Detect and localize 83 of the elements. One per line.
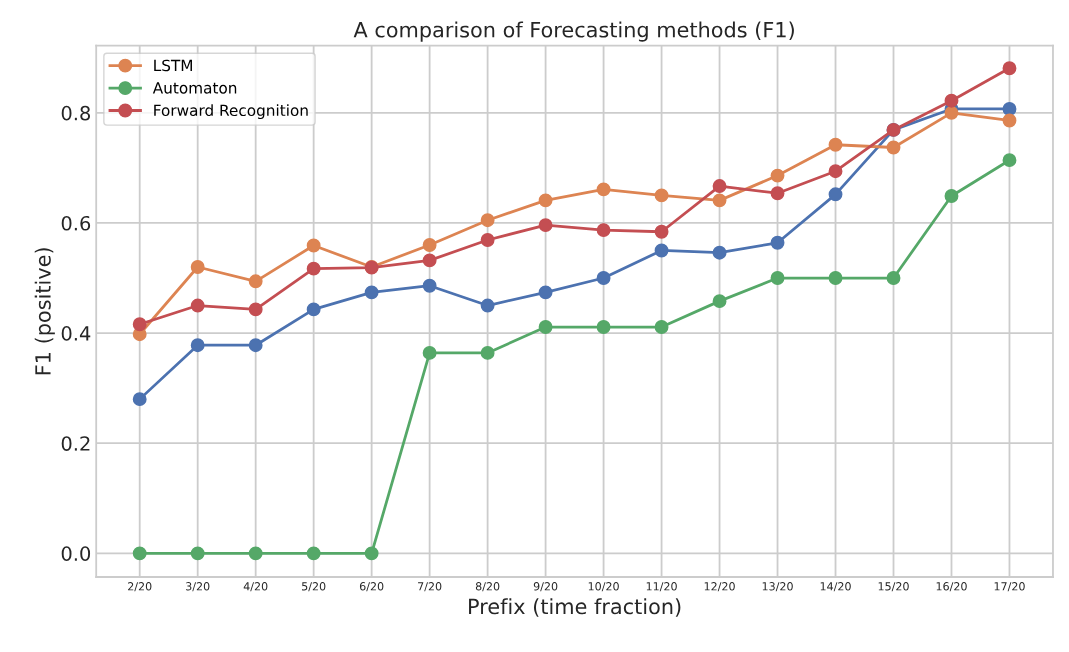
point (306, 238, 321, 253)
point (1002, 61, 1017, 76)
y-tick-label: 0.8 (61, 105, 91, 121)
point (538, 193, 553, 208)
point (944, 189, 959, 203)
point (480, 345, 495, 360)
x-tick-label: 4/20 (243, 582, 268, 592)
point (480, 233, 495, 247)
point (132, 392, 147, 407)
x-tick-label: 8/20 (475, 582, 500, 592)
point (190, 260, 205, 274)
point (596, 320, 611, 334)
point (306, 261, 321, 276)
x-tick-label: 13/20 (762, 582, 793, 592)
point (190, 338, 205, 353)
point (654, 320, 669, 334)
point (364, 546, 379, 561)
point (538, 320, 553, 334)
point (248, 546, 263, 561)
point (1002, 113, 1017, 128)
point (190, 298, 205, 313)
x-tick-label: 10/20 (588, 582, 619, 592)
point (132, 317, 147, 332)
y-tick-label: 0.4 (61, 326, 91, 341)
point (712, 294, 727, 309)
y-tick-label: 0.6 (61, 215, 91, 231)
point (364, 285, 379, 300)
point (538, 285, 553, 300)
legend-label: Forward Recognition (154, 104, 308, 120)
point (248, 274, 263, 289)
point (770, 271, 785, 285)
legend-label: Automaton (152, 82, 237, 94)
point (538, 218, 553, 233)
point (828, 187, 843, 202)
point (828, 271, 843, 285)
point (712, 193, 727, 208)
point (828, 137, 843, 152)
point (828, 164, 843, 179)
point (770, 168, 785, 183)
point (422, 345, 437, 360)
x-tick-label: 2/20 (128, 582, 152, 592)
point (306, 302, 321, 317)
x-tick-label: 6/20 (359, 582, 384, 592)
x-tick-label: 5/20 (302, 582, 326, 592)
point (770, 186, 785, 201)
x-axis-title: Prefix (time fraction) (469, 598, 681, 617)
x-tick-label: 11/20 (646, 582, 677, 592)
point (1002, 153, 1017, 168)
y-axis-title: F1 (positive) (34, 248, 55, 375)
point (132, 546, 147, 561)
x-tick-label: 7/20 (418, 582, 442, 592)
y-tick-label: 0.0 (61, 546, 91, 562)
point (422, 253, 437, 268)
x-tick-label: 9/20 (533, 582, 558, 592)
point (422, 238, 437, 252)
point (712, 245, 727, 260)
legend-label: LSTM (154, 59, 192, 72)
point (596, 271, 611, 285)
x-tick-label: 14/20 (820, 582, 851, 592)
point (422, 278, 437, 293)
x-tick-label: 16/20 (936, 582, 967, 592)
x-tick-label: 15/20 (878, 582, 909, 592)
point (248, 338, 263, 353)
point (480, 298, 495, 313)
x-tick-label: 17/20 (994, 582, 1025, 592)
point (886, 271, 901, 285)
point (480, 213, 495, 228)
y-tick-label: 0.2 (61, 436, 90, 451)
point (596, 223, 611, 238)
point (770, 235, 785, 250)
chart-title: A comparison of Forecasting methods (F1) (353, 21, 794, 42)
point (190, 546, 205, 561)
point (654, 188, 669, 203)
point (712, 179, 727, 194)
point (886, 140, 901, 155)
point (1002, 102, 1017, 116)
point (248, 302, 263, 317)
x-tick-label: 3/20 (186, 582, 210, 592)
x-tick-label: 12/20 (704, 582, 735, 592)
point (654, 224, 669, 239)
point (306, 546, 321, 561)
point (596, 182, 611, 197)
point (654, 243, 669, 258)
